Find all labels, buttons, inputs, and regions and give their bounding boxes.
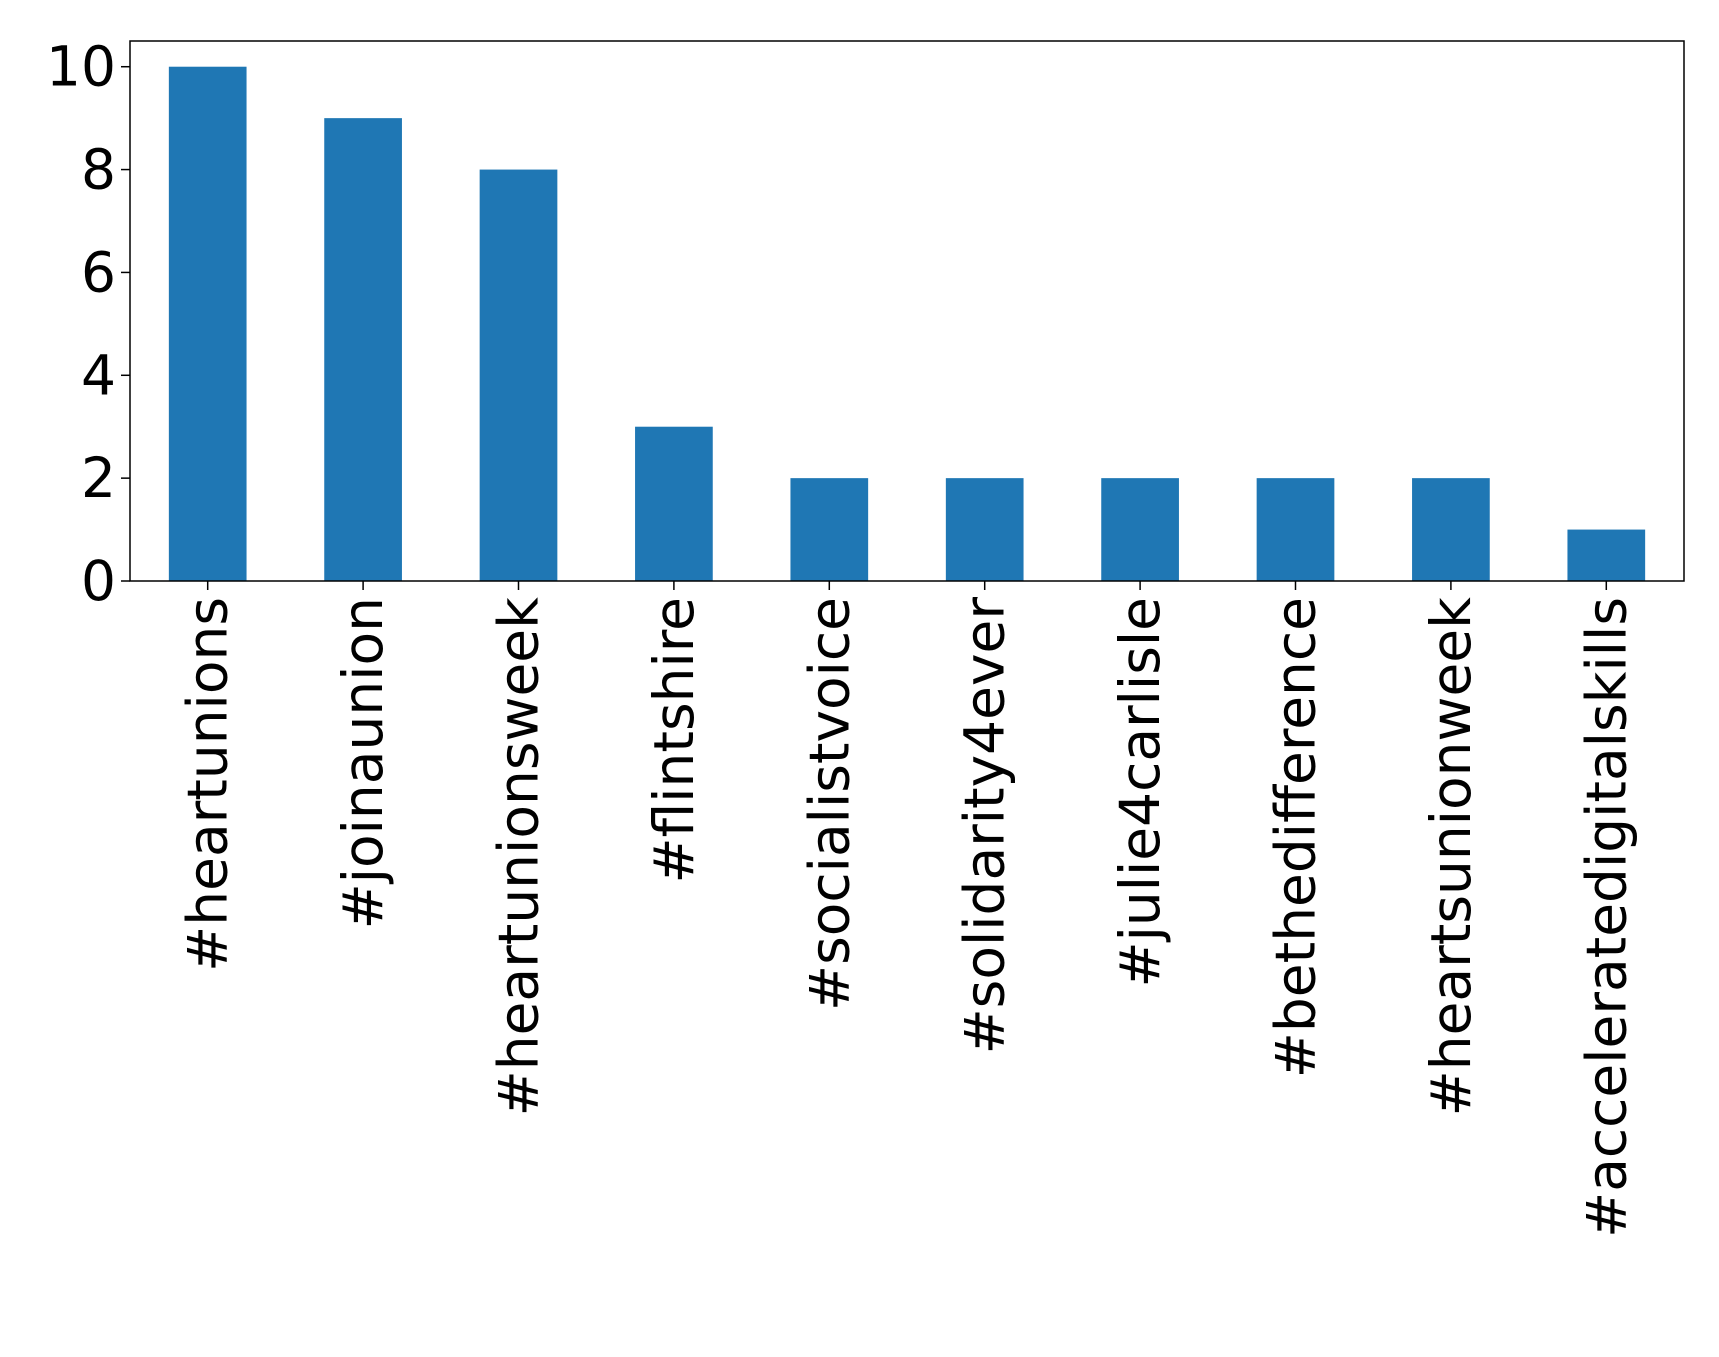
bar	[324, 118, 402, 582]
y-tick-label: 8	[81, 138, 116, 202]
bar	[790, 478, 869, 581]
x-tick-label: #heartunionsweek	[487, 597, 551, 1116]
y-tick-label: 2	[81, 446, 116, 510]
y-tick-label: 4	[81, 343, 116, 407]
y-tick-label: 10	[46, 35, 116, 99]
y-tick-label: 6	[81, 240, 116, 304]
bar	[945, 478, 1024, 581]
bar	[1412, 478, 1490, 581]
x-tick-label: #julie4carlisle	[1108, 597, 1172, 988]
x-tick-label: #solidarity4ever	[953, 597, 1017, 1055]
x-tick-label: #acceleratedigitalskills	[1574, 597, 1638, 1238]
x-tick-label: #heartsunionweek	[1419, 597, 1483, 1116]
bar	[1256, 478, 1335, 581]
bar	[635, 426, 713, 581]
x-tick-label: #flintshire	[642, 597, 706, 883]
bar	[1101, 478, 1179, 581]
y-tick-label: 0	[81, 549, 116, 613]
x-tick-label: #bethedifference	[1264, 597, 1328, 1078]
bar	[168, 66, 247, 581]
bar	[1567, 529, 1646, 581]
plot-frame	[129, 40, 1685, 582]
x-tick-label: #heartunions	[176, 597, 240, 972]
x-tick-label: #socialistvoice	[797, 597, 861, 1011]
bar	[479, 169, 558, 582]
x-tick-label: #joinaunion	[331, 597, 395, 929]
